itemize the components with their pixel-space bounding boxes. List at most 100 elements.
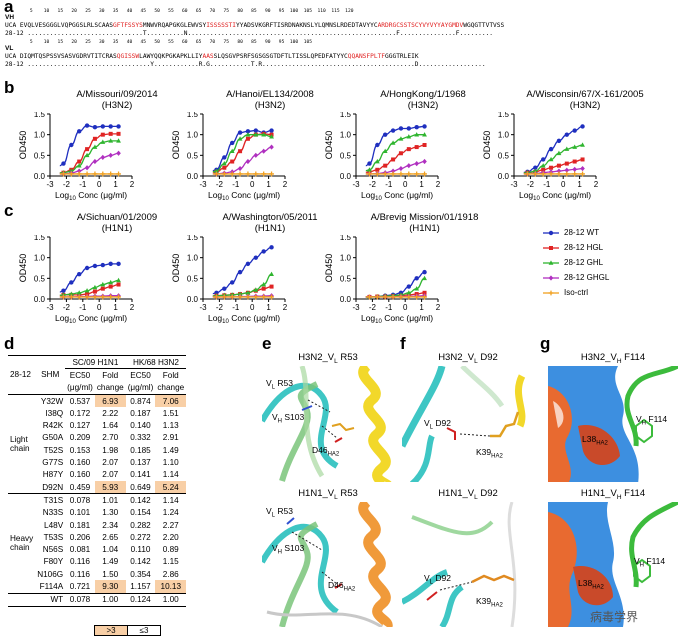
legend-label: 28-12 GHGL: [564, 273, 610, 282]
header-sc09: SC/09 H1N1: [72, 357, 119, 367]
data-point: [116, 138, 121, 143]
data-point: [548, 156, 554, 162]
vh-seq-part: YYADSVKGRFTISRDNAKNSLYLQMNSLRDEDTAVYYC: [236, 22, 378, 29]
fold-change-cell: 1.51: [162, 408, 179, 418]
x-tick-label: 2: [436, 303, 441, 312]
y-tick-label: 1.0: [340, 254, 352, 263]
data-point: [237, 291, 243, 296]
x-tick-label: -2: [216, 180, 224, 189]
data-point: [580, 157, 585, 162]
legend-item: 28-12 HGL: [543, 240, 609, 255]
data-point: [556, 168, 562, 174]
binding-chart-hongkong: 0.0 0.5 1.0 1.5 -3 -2 -1 0 1 2 OD450 Log10 Conc (μg…: [324, 112, 441, 200]
data-point: [367, 161, 372, 166]
legend-swatch: [543, 290, 559, 295]
data-point: [548, 146, 554, 152]
label-l38-ha2: L38HA2: [582, 434, 608, 447]
y-tick-label: 1.5: [187, 112, 199, 119]
fold-change-cell: 5.93: [94, 480, 126, 494]
series-iso-ctrl: [365, 171, 427, 177]
chart-legend: 28-12 WT 28-12 HGL 28-12 GHL 28-12 GHGL Iso-…: [543, 225, 609, 300]
x-tick-label: -2: [63, 180, 71, 189]
data-point: [269, 294, 274, 300]
data-point: [222, 165, 227, 170]
data-point: [383, 163, 388, 168]
data-point: [229, 294, 235, 300]
ec50-cell: 0.110: [130, 545, 151, 555]
fold-change-cell: 1.14: [162, 495, 179, 505]
data-point: [108, 279, 114, 285]
structure-g-top: H3N2_VH F114 VH F114 L38HA2: [548, 352, 678, 482]
data-point: [422, 269, 427, 275]
ec50-cell: 0.721: [69, 581, 91, 591]
data-point: [92, 136, 97, 141]
chart-title-5: A/Sichuan/01/2009 (H1N1): [52, 212, 182, 234]
ec50-cell: 0.142: [130, 557, 151, 567]
fold-change-cell: 2.70: [102, 433, 119, 443]
chart-axes: 0.0 0.5 1.0 1.5 -3 -2 -1 0 1 2 OD450 Log10 Conc (μg…: [18, 235, 135, 323]
legend-marker: [548, 274, 554, 281]
fold-change-cell: 1.50: [102, 569, 119, 579]
series-28-12-wt: [59, 123, 121, 167]
chart-title-4: A/Wisconsin/67/X-161/2005 (H3N2): [505, 89, 665, 111]
data-point: [367, 171, 372, 177]
data-point: [61, 288, 66, 293]
data-point: [374, 171, 380, 177]
data-point: [382, 132, 388, 137]
strain-name: A/Wisconsin/67/X-161/2005: [526, 89, 644, 100]
legend-marker: [548, 259, 554, 265]
series-iso-ctrl: [523, 171, 585, 177]
x-tick-label: 1: [419, 303, 424, 312]
mutation-cell: T53S: [43, 532, 64, 542]
vh-ruler: 5 10 15 20 25 30 35 40 45 50 55 60 65 70…: [5, 9, 354, 14]
fold-change-cell: 10.13: [155, 580, 187, 594]
data-point: [398, 171, 404, 177]
legend-label: 28-12 GHL: [564, 258, 604, 267]
data-point: [92, 289, 97, 294]
data-point: [100, 132, 105, 137]
data-point: [245, 261, 251, 267]
data-point: [84, 152, 90, 158]
fold-change-cell: 0.89: [162, 545, 179, 555]
ec50-cell: 0.154: [130, 508, 151, 518]
data-point: [245, 158, 251, 165]
data-point: [76, 294, 82, 300]
data-point: [221, 161, 227, 166]
data-point: [422, 275, 427, 281]
ec50-cell: 0.649: [130, 482, 151, 492]
data-point: [398, 136, 404, 141]
header-hk68: HK/68 H3N2: [132, 357, 179, 367]
data-point: [572, 144, 578, 149]
data-point: [422, 124, 427, 129]
x-tick-label: -2: [369, 180, 377, 189]
label-vh-s103: VH S103: [272, 543, 305, 556]
x-tick-label: 1: [113, 180, 118, 189]
fold-change-cell: 1.98: [102, 445, 119, 455]
x-tick-label: 2: [130, 303, 135, 312]
data-point: [564, 161, 569, 166]
data-point: [382, 294, 388, 300]
x-tick-label: 2: [283, 180, 288, 189]
mutation-cell: T31S: [43, 495, 64, 505]
fold-change-cell: 1.49: [162, 445, 179, 455]
data-point: [541, 167, 546, 172]
series-28-12-ghl: [212, 271, 274, 298]
vl-seq-part: GGGTRLEIK: [385, 53, 419, 60]
header-ec50: EC50: [65, 368, 95, 382]
data-point: [572, 128, 577, 133]
data-point: [68, 291, 74, 296]
subtype: (H1N1): [254, 223, 286, 234]
x-tick-label: -3: [352, 180, 360, 189]
ec50-cell: 0.116: [70, 557, 90, 567]
data-point: [375, 142, 380, 148]
y-axis-label: OD450: [18, 131, 28, 160]
table-row: F114A 0.721 9.30 1.157 10.13: [8, 580, 187, 594]
table-row: Heavy chain T31S 0.078 1.01 0.142 1.14: [8, 494, 186, 553]
data-point: [556, 163, 561, 168]
x-tick-label: 0: [97, 180, 102, 189]
data-point: [406, 171, 412, 177]
shm-ec50-table: 28-12 SHM SC/09 H1N1 HK/68 H3N2 EC50 Fol…: [8, 355, 187, 607]
data-point: [540, 157, 546, 162]
y-axis-label: OD450: [482, 131, 492, 160]
data-point: [382, 148, 388, 153]
